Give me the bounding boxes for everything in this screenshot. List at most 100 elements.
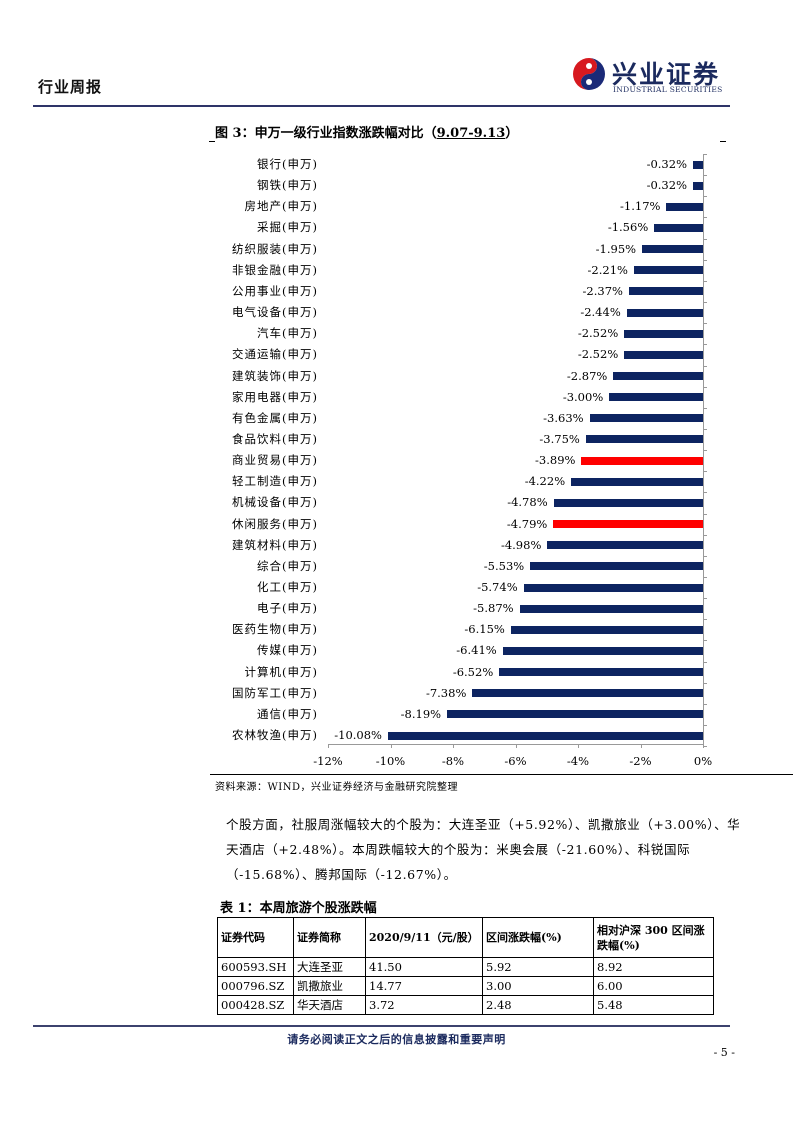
- cell-change: 5.92: [482, 957, 594, 977]
- y-tick: [703, 492, 707, 494]
- figure-title-range: 9.07-9.13: [436, 126, 506, 141]
- cell-relative-change: 6.00: [593, 976, 714, 996]
- y-tick: [703, 154, 707, 155]
- y-tick: [703, 302, 707, 304]
- y-tick: [703, 280, 707, 282]
- value-label: -5.87%: [473, 601, 514, 616]
- value-label: -10.08%: [334, 728, 382, 743]
- report-type-title: 行业周报: [38, 78, 103, 96]
- zero-axis-line: [703, 155, 704, 745]
- y-tick: [703, 450, 707, 452]
- y-tick: [703, 682, 707, 684]
- y-tick: [703, 217, 707, 219]
- category-label: 商业贸易(申万): [232, 453, 318, 468]
- x-tick-label: -10%: [375, 754, 406, 768]
- y-tick: [703, 386, 707, 388]
- bar: [519, 604, 703, 613]
- category-label: 计算机(申万): [244, 664, 318, 679]
- category-label: 国防军工(申万): [232, 685, 318, 700]
- x-tick: [703, 744, 704, 748]
- category-label: 建筑装饰(申万): [232, 368, 318, 383]
- x-tick: [453, 744, 454, 748]
- y-tick: [703, 598, 707, 600]
- table-title: 表 1：本周旅游个股涨跌幅: [220, 901, 377, 916]
- value-label: -2.44%: [580, 305, 621, 320]
- value-label: -1.17%: [620, 199, 661, 214]
- bar: [693, 181, 703, 190]
- table-row: 000796.SZ 凯撒旅业 14.77 3.00 6.00: [217, 976, 714, 996]
- bar: [585, 435, 703, 444]
- bar: [589, 414, 703, 423]
- category-label: 机械设备(申万): [232, 495, 318, 510]
- y-tick: [703, 196, 707, 198]
- bar: [654, 223, 703, 232]
- category-label: 轻工制造(申万): [232, 474, 318, 489]
- y-tick: [703, 703, 707, 705]
- category-label: 银行(申万): [257, 157, 318, 171]
- x-tick: [640, 744, 642, 748]
- category-label: 非银金融(申万): [232, 262, 318, 277]
- y-tick: [703, 534, 707, 536]
- cell-code: 000428.SZ: [217, 995, 294, 1015]
- table-header-row: 证券代码 证券简称 2020/9/11（元/股） 区间涨跌幅(%) 相对沪深 3…: [217, 917, 714, 958]
- footer-divider: [33, 1025, 730, 1027]
- category-label: 汽车(申万): [257, 326, 318, 341]
- figure-corner-mark: [209, 141, 215, 142]
- category-label: 电气设备(申万): [232, 305, 318, 320]
- value-label: -4.79%: [506, 516, 548, 531]
- y-tick: [703, 365, 707, 367]
- bar: [571, 477, 703, 486]
- x-tick-label: -8%: [441, 754, 465, 768]
- x-tick: [328, 744, 329, 748]
- y-tick: [703, 746, 707, 748]
- stock-commentary-paragraph: 个股方面，社服周涨幅较大的个股为：大连圣亚（+5.92%）、凯撒旅业（+3.00…: [226, 817, 741, 882]
- value-label: -1.56%: [607, 220, 649, 235]
- cell-price: 3.72: [365, 995, 483, 1015]
- column-header-name: 证券简称: [293, 917, 366, 958]
- bar: [547, 541, 703, 550]
- y-tick: [703, 175, 707, 177]
- y-tick: [703, 471, 707, 473]
- category-label: 化工(申万): [257, 580, 318, 594]
- value-label: -0.32%: [646, 178, 687, 193]
- value-label: -0.32%: [646, 157, 687, 171]
- y-tick: [703, 640, 707, 642]
- bar-highlighted: [581, 456, 703, 465]
- cell-code: 000796.SZ: [217, 976, 294, 996]
- y-tick: [703, 577, 707, 578]
- figure-title-suffix: ）: [505, 126, 519, 141]
- value-label: -1.95%: [595, 241, 637, 256]
- value-label: -5.53%: [483, 558, 525, 573]
- table-row: 600593.SH 大连圣亚 41.50 5.92 8.92: [217, 957, 714, 977]
- value-label: -3.00%: [562, 389, 604, 404]
- value-label: -3.75%: [539, 431, 580, 446]
- bar: [388, 731, 703, 740]
- source-divider: [210, 774, 793, 775]
- bar: [609, 393, 703, 402]
- bar: [447, 710, 703, 719]
- header-divider: [33, 105, 730, 107]
- column-header-code: 证券代码: [217, 917, 294, 958]
- value-label: -2.21%: [587, 262, 628, 277]
- value-label: -2.52%: [577, 347, 619, 362]
- bar: [693, 160, 703, 169]
- category-label: 交通运输(申万): [232, 347, 318, 362]
- bar: [523, 583, 703, 592]
- figure-title: 图 3：申万一级行业指数涨跌幅对比（9.07-9.13）: [215, 122, 518, 141]
- category-label: 电子(申万): [257, 601, 318, 616]
- column-header-price: 2020/9/11（元/股）: [365, 917, 483, 958]
- value-label: -8.19%: [400, 706, 442, 721]
- y-tick: [703, 344, 707, 346]
- x-tick: [515, 744, 517, 748]
- category-label: 传媒(申万): [257, 643, 318, 658]
- logo-english-name: INDUSTRIAL SECURITIES: [613, 85, 723, 94]
- category-label: 公用事业(申万): [232, 283, 318, 298]
- y-tick: [703, 323, 707, 325]
- logo-swirl-icon: [573, 58, 605, 90]
- cell-name: 华天酒店: [293, 995, 366, 1015]
- value-label: -2.52%: [577, 326, 619, 341]
- figure-source: 资料来源：WIND，兴业证券经济与金融研究院整理: [215, 782, 458, 793]
- x-tick-label: -2%: [629, 754, 652, 768]
- bar: [613, 372, 703, 380]
- value-label: -5.74%: [477, 580, 518, 594]
